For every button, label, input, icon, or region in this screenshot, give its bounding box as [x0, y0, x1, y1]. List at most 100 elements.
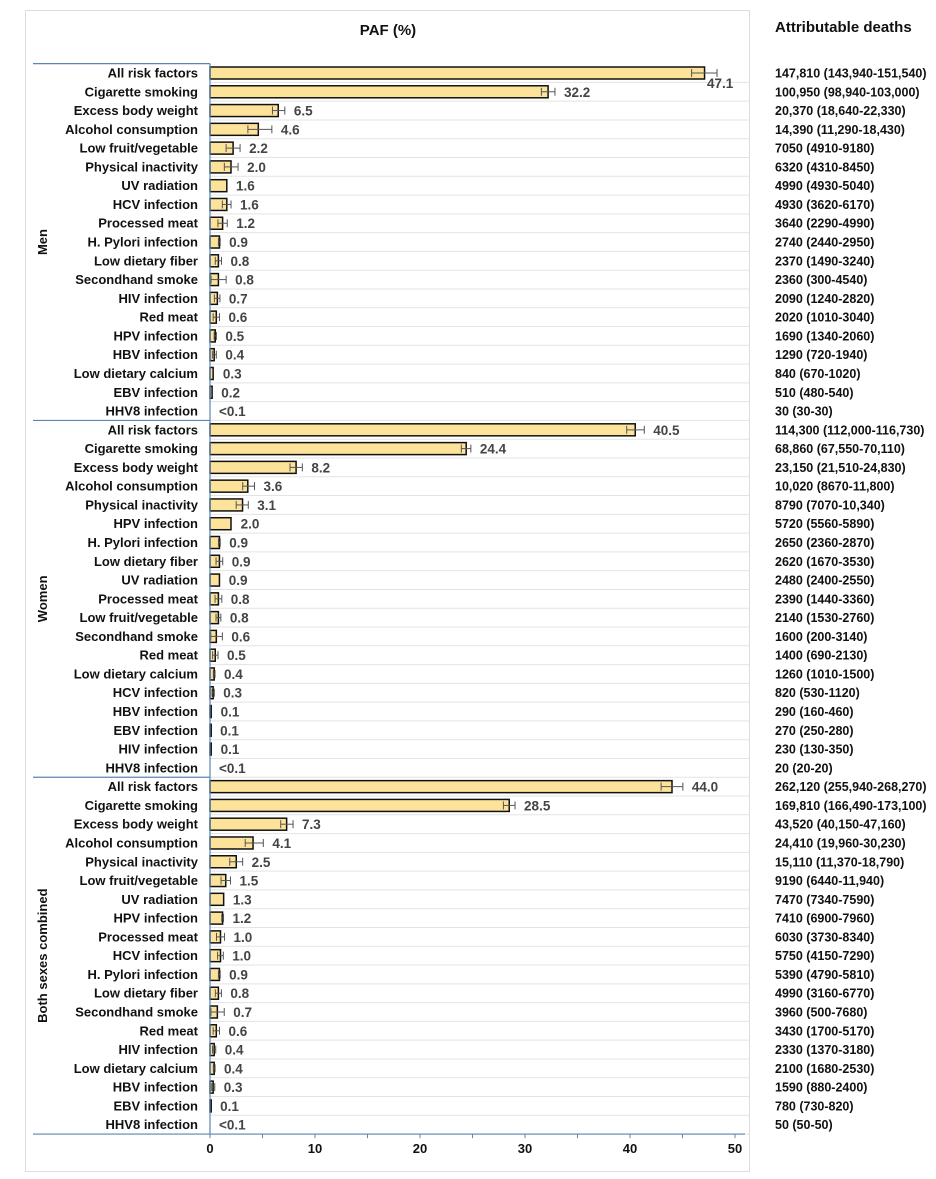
- value-label: 7.3: [302, 817, 321, 832]
- value-label: 1.2: [233, 911, 252, 926]
- attributable-deaths: 20,370 (18,640-22,330): [775, 104, 906, 118]
- value-label: 0.7: [233, 1005, 252, 1020]
- value-label: 40.5: [653, 423, 680, 438]
- category-label: Alcohol consumption: [65, 122, 198, 137]
- bar: [209, 817, 288, 831]
- category-label: HIV infection: [119, 742, 199, 757]
- bar: [209, 103, 279, 118]
- attributable-deaths: 510 (480-540): [775, 386, 854, 400]
- category-label: All risk factors: [108, 422, 198, 437]
- category-label: Processed meat: [98, 929, 198, 944]
- category-label: EBV infection: [113, 1098, 198, 1113]
- value-label: 3.1: [257, 498, 276, 513]
- category-label: HIV infection: [119, 291, 199, 306]
- attributable-deaths: 2360 (300-4540): [775, 273, 867, 287]
- category-label: HCV infection: [113, 197, 198, 212]
- category-label: UV radiation: [121, 573, 198, 588]
- category-label: HBV infection: [113, 704, 198, 719]
- value-label: <0.1: [219, 404, 246, 419]
- attributable-deaths: 5750 (4150-7290): [775, 949, 874, 963]
- value-label: 0.9: [229, 967, 248, 982]
- category-label: H. Pylori infection: [87, 967, 198, 982]
- group-label: Women: [35, 575, 50, 622]
- category-label: EBV infection: [113, 385, 198, 400]
- bar: [209, 573, 221, 587]
- category-label: Alcohol consumption: [65, 835, 198, 850]
- category-label: Low dietary fiber: [94, 253, 198, 268]
- category-label: H. Pylori infection: [87, 235, 198, 250]
- value-label: 0.4: [225, 348, 244, 363]
- category-label: HIV infection: [119, 1042, 199, 1057]
- category-label: HPV infection: [113, 911, 198, 926]
- value-label: 0.8: [230, 986, 249, 1001]
- category-label: Physical inactivity: [85, 159, 198, 174]
- attributable-deaths: 2140 (1530-2760): [775, 611, 874, 625]
- attributable-deaths: 290 (160-460): [775, 705, 854, 719]
- value-label: 1.3: [233, 892, 252, 907]
- category-label: Low dietary fiber: [94, 554, 198, 569]
- attributable-deaths: 68,860 (67,550-70,110): [775, 442, 905, 456]
- value-label: 28.5: [524, 798, 551, 813]
- attributable-deaths: 2650 (2360-2870): [775, 536, 874, 550]
- value-label: 3.6: [264, 479, 283, 494]
- attributable-deaths: 3960 (500-7680): [775, 1006, 867, 1020]
- value-label: 0.4: [224, 667, 243, 682]
- value-label: 0.9: [229, 235, 248, 250]
- attributable-deaths: 23,150 (21,510-24,830): [775, 461, 906, 475]
- value-label: 0.6: [231, 629, 250, 644]
- category-label: Secondhand smoke: [75, 629, 198, 644]
- value-label: 1.6: [236, 179, 255, 194]
- group-label: Men: [35, 229, 50, 255]
- category-label: UV radiation: [121, 892, 198, 907]
- value-label: 0.9: [232, 554, 251, 569]
- attributable-deaths: 50 (50-50): [775, 1118, 833, 1132]
- attributable-deaths: 24,410 (19,960-30,230): [775, 836, 906, 850]
- attributable-deaths: 30 (30-30): [775, 405, 833, 419]
- category-label: HHV8 infection: [106, 1117, 199, 1132]
- value-label: 6.5: [294, 104, 313, 119]
- value-label: 24.4: [480, 442, 507, 457]
- attributable-deaths: 15,110 (11,370-18,790): [775, 855, 904, 869]
- attributable-deaths: 114,300 (112,000-116,730): [775, 423, 924, 437]
- category-label: Cigarette smoking: [85, 441, 198, 456]
- value-label: 0.2: [221, 385, 240, 400]
- value-label: 0.9: [229, 573, 248, 588]
- attributable-deaths: 2620 (1670-3530): [775, 555, 874, 569]
- attributable-deaths: 20 (20-20): [775, 761, 833, 775]
- value-label: 0.9: [229, 536, 248, 551]
- bar: [209, 441, 467, 456]
- attributable-deaths: 270 (250-280): [775, 724, 854, 738]
- attributable-deaths: 840 (670-1020): [775, 367, 860, 381]
- bar: [209, 911, 224, 925]
- value-label: 4.1: [272, 836, 291, 851]
- attributable-deaths: 1400 (690-2130): [775, 649, 867, 663]
- attributable-deaths: 4990 (3160-6770): [775, 987, 874, 1001]
- value-label: 2.5: [252, 855, 271, 870]
- attributable-deaths: 7050 (4910-9180): [775, 142, 874, 156]
- bar: [209, 66, 706, 80]
- category-label: HCV infection: [113, 685, 198, 700]
- deaths-column-title: Attributable deaths: [775, 19, 912, 36]
- category-label: Low fruit/vegetable: [80, 873, 198, 888]
- attributable-deaths: 7470 (7340-7590): [775, 893, 874, 907]
- value-label: 0.6: [228, 310, 247, 325]
- attributable-deaths: 10,020 (8670-11,800): [775, 480, 895, 494]
- attributable-deaths: 4930 (3620-6170): [775, 198, 874, 212]
- category-label: All risk factors: [108, 779, 198, 794]
- category-label: All risk factors: [108, 66, 198, 81]
- attributable-deaths: 2330 (1370-3180): [775, 1043, 874, 1057]
- category-label: HHV8 infection: [106, 760, 199, 775]
- category-label: Low fruit/vegetable: [80, 141, 198, 156]
- bar: [209, 779, 673, 794]
- x-tick-label: 40: [623, 1141, 637, 1156]
- category-label: Red meat: [139, 1023, 198, 1038]
- attributable-deaths: 100,950 (98,940-103,000): [775, 85, 920, 99]
- bar: [209, 460, 297, 475]
- value-label: 0.3: [224, 1080, 243, 1095]
- value-label: 0.8: [230, 254, 249, 269]
- bar: [209, 479, 249, 493]
- chart-title: PAF (%): [360, 22, 416, 39]
- category-label: Low dietary fiber: [94, 986, 198, 1001]
- value-label: 0.5: [227, 648, 246, 663]
- attributable-deaths: 1290 (720-1940): [775, 348, 867, 362]
